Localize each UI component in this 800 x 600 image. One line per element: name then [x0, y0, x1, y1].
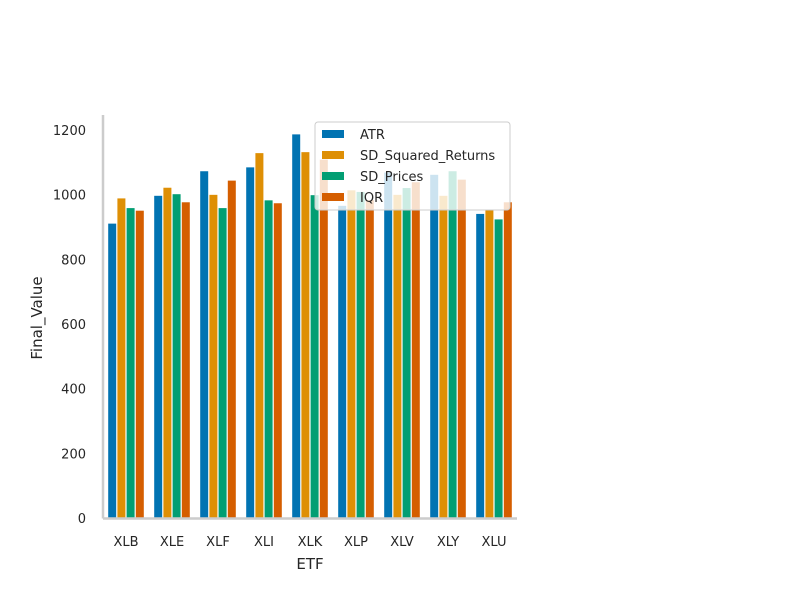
y-tick-label: 200: [61, 447, 86, 462]
bar-iqr-xlp: [365, 200, 374, 519]
x-axis-label: ETF: [296, 555, 323, 573]
bar-sd-squared-returns-xlf: [209, 194, 218, 519]
x-tick-label: XLV: [390, 535, 414, 550]
legend-swatch: [322, 193, 344, 201]
bar-sd-squared-returns-xly: [439, 195, 448, 519]
bar-sd-prices-xlb: [126, 208, 135, 519]
bar-atr-xlk: [292, 134, 301, 519]
bar-iqr-xly: [457, 179, 466, 519]
x-tick-label: XLP: [344, 535, 368, 550]
x-tick-label: XLK: [298, 535, 323, 550]
bar-sd-squared-returns-xlb: [117, 198, 126, 519]
bar-sd-squared-returns-xlp: [347, 190, 356, 519]
axes: [101, 115, 517, 520]
bar-sd-prices-xlp: [356, 191, 365, 519]
bar-sd-prices-xli: [264, 200, 273, 519]
bar-atr-xly: [430, 174, 439, 519]
bar-sd-prices-xlu: [494, 219, 503, 519]
legend-swatch: [322, 172, 344, 180]
y-tick-labels: 0 200 400 600 800 1000 1200: [53, 124, 86, 527]
bar-iqr-xlk: [319, 159, 328, 519]
bar-iqr-xlu: [503, 202, 512, 519]
bar-sd-prices-xle: [172, 194, 181, 519]
bar-sd-squared-returns-xlu: [485, 210, 494, 519]
bar-sd-squared-returns-xli: [255, 153, 264, 519]
x-tick-label: XLY: [437, 535, 459, 550]
bar-sd-prices-xlf: [218, 208, 227, 519]
legend-label: ATR: [360, 128, 385, 143]
legend-label: IQR: [360, 191, 383, 206]
y-tick-label: 600: [61, 318, 86, 333]
bar-atr-xli: [246, 167, 255, 519]
bar-sd-prices-xly: [448, 171, 457, 519]
y-tick-label: 1200: [53, 124, 86, 139]
legend-label: SD_Prices: [360, 170, 423, 185]
bars-group: [108, 134, 512, 519]
bar-atr-xlb: [108, 223, 117, 519]
bar-atr-xlp: [338, 205, 347, 519]
bar-iqr-xlb: [135, 210, 144, 519]
legend-label: SD_Squared_Returns: [360, 149, 495, 164]
y-tick-label: 400: [61, 383, 86, 398]
bar-sd-squared-returns-xlk: [301, 152, 310, 519]
bar-sd-prices-xlk: [310, 195, 319, 519]
bar-atr-xle: [154, 195, 163, 519]
bar-sd-squared-returns-xlv: [393, 194, 402, 519]
x-tick-labels: XLB XLE XLF XLI XLK XLP XLV XLY XLU: [113, 535, 506, 550]
x-tick-label: XLF: [206, 535, 230, 550]
y-tick-label: 0: [78, 512, 86, 527]
bar-iqr-xlv: [411, 182, 420, 519]
bar-sd-squared-returns-xle: [163, 187, 172, 519]
legend-swatch: [322, 130, 344, 138]
y-tick-label: 1000: [53, 189, 86, 204]
bar-iqr-xle: [181, 202, 190, 519]
legend-box: [314, 121, 511, 211]
x-tick-label: XLU: [481, 535, 506, 550]
y-axis-label: Final_Value: [28, 276, 47, 359]
y-tick-label: 800: [61, 253, 86, 268]
x-tick-label: XLI: [254, 535, 274, 550]
bar-atr-xlv: [384, 172, 393, 519]
bar-atr-xlu: [476, 213, 485, 519]
bar-sd-prices-xlv: [402, 188, 411, 519]
legend-swatch: [322, 151, 344, 159]
x-tick-label: XLE: [160, 535, 184, 550]
bar-iqr-xli: [273, 203, 282, 519]
x-tick-label: XLB: [113, 535, 138, 550]
bar-atr-xlf: [200, 171, 209, 519]
legend: ATR SD_Squared_Returns SD_Prices IQR: [314, 121, 511, 211]
bar-iqr-xlf: [227, 180, 236, 519]
